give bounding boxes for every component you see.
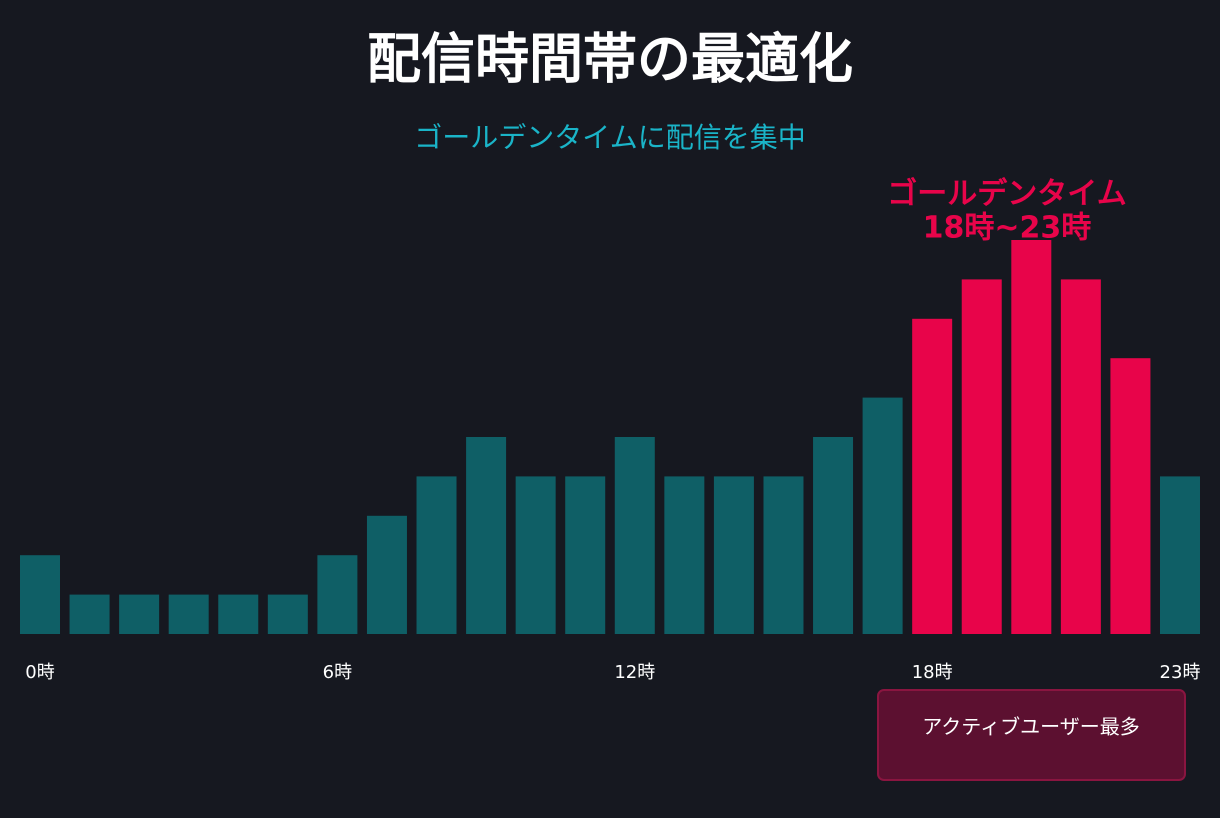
- bar: [366, 515, 407, 634]
- bar: [565, 476, 606, 634]
- note: アクティブユーザー最多: [922, 715, 1139, 739]
- bar: [1160, 476, 1200, 634]
- chart-title: 配信時間帯の最適化: [367, 28, 853, 91]
- bar: [69, 594, 110, 634]
- annotation: 18時~23時: [923, 211, 1092, 246]
- bar: [813, 437, 854, 634]
- annotation: ゴールデンタイム: [887, 177, 1126, 212]
- bar: [1011, 240, 1052, 634]
- chart-subtitle: ゴールデンタイムに配信を集中: [414, 121, 805, 154]
- bar: [466, 437, 507, 634]
- bar: [218, 594, 259, 634]
- bar: [763, 476, 804, 634]
- bar: [961, 279, 1002, 634]
- x-tick-label: 6時: [323, 662, 352, 683]
- x-tick-label: 23時: [1160, 662, 1201, 683]
- x-tick-label: 0時: [25, 662, 54, 683]
- bar: [664, 476, 705, 634]
- bar: [267, 594, 308, 634]
- bar: [1110, 358, 1151, 634]
- note-box: [877, 689, 1186, 781]
- bar: [416, 476, 457, 634]
- bar: [317, 555, 358, 634]
- bar: [20, 555, 60, 634]
- bar: [168, 594, 209, 634]
- bar: [614, 437, 655, 634]
- bar: [1060, 279, 1101, 634]
- bar: [119, 594, 160, 634]
- bar: [912, 318, 953, 634]
- bar: [713, 476, 754, 634]
- bar: [862, 397, 903, 634]
- bar: [515, 476, 556, 634]
- x-tick-label: 18時: [912, 662, 953, 683]
- x-tick-label: 12時: [614, 662, 655, 683]
